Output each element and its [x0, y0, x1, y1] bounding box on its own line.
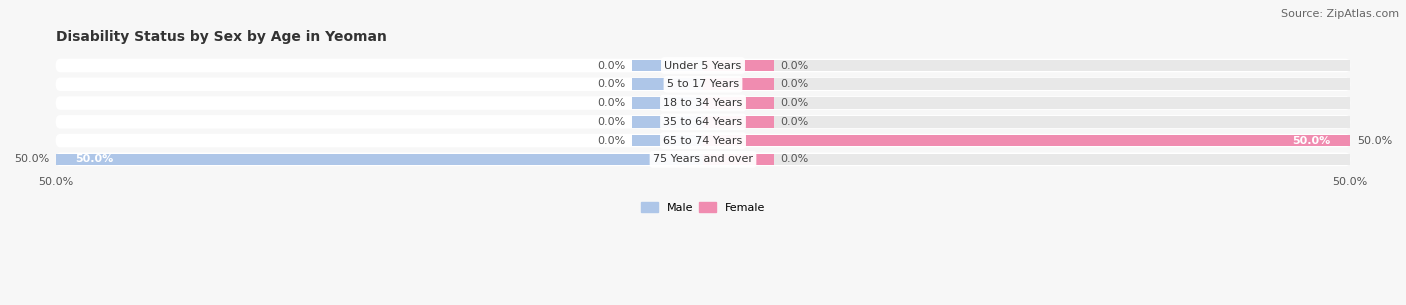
Bar	[703, 116, 1350, 128]
Bar	[631, 78, 703, 90]
Bar	[703, 135, 1350, 146]
FancyBboxPatch shape	[56, 77, 1350, 91]
Text: 0.0%: 0.0%	[598, 60, 626, 70]
Text: 0.0%: 0.0%	[598, 136, 626, 145]
Bar	[703, 78, 1350, 90]
Bar	[703, 153, 775, 165]
FancyBboxPatch shape	[56, 115, 1350, 129]
Bar	[703, 135, 1350, 146]
Bar	[631, 60, 703, 71]
Bar	[631, 135, 703, 146]
Text: 0.0%: 0.0%	[598, 98, 626, 108]
Bar	[703, 78, 775, 90]
Text: 50.0%: 50.0%	[1292, 136, 1331, 145]
Text: 0.0%: 0.0%	[598, 79, 626, 89]
Text: 0.0%: 0.0%	[780, 60, 808, 70]
Text: 0.0%: 0.0%	[598, 117, 626, 127]
Text: 0.0%: 0.0%	[780, 98, 808, 108]
Text: 0.0%: 0.0%	[780, 154, 808, 164]
Text: 65 to 74 Years: 65 to 74 Years	[664, 136, 742, 145]
Text: 75 Years and over: 75 Years and over	[652, 154, 754, 164]
Text: 18 to 34 Years: 18 to 34 Years	[664, 98, 742, 108]
Text: 50.0%: 50.0%	[75, 154, 114, 164]
Text: 35 to 64 Years: 35 to 64 Years	[664, 117, 742, 127]
FancyBboxPatch shape	[56, 96, 1350, 110]
Bar	[703, 97, 775, 109]
Bar	[703, 153, 1350, 165]
Bar	[631, 97, 703, 109]
Text: Disability Status by Sex by Age in Yeoman: Disability Status by Sex by Age in Yeoma…	[56, 30, 387, 44]
Bar	[703, 97, 1350, 109]
FancyBboxPatch shape	[56, 152, 1350, 166]
Bar	[703, 60, 1350, 71]
Text: 0.0%: 0.0%	[780, 117, 808, 127]
Bar	[56, 153, 703, 165]
Text: 50.0%: 50.0%	[14, 154, 49, 164]
Text: Under 5 Years: Under 5 Years	[665, 60, 741, 70]
Text: 5 to 17 Years: 5 to 17 Years	[666, 79, 740, 89]
Text: 50.0%: 50.0%	[1357, 136, 1392, 145]
Text: 0.0%: 0.0%	[780, 79, 808, 89]
Bar	[703, 116, 775, 128]
FancyBboxPatch shape	[56, 59, 1350, 72]
Bar	[703, 60, 775, 71]
FancyBboxPatch shape	[56, 134, 1350, 147]
Bar	[631, 116, 703, 128]
Text: Source: ZipAtlas.com: Source: ZipAtlas.com	[1281, 9, 1399, 19]
Legend: Male, Female: Male, Female	[637, 198, 769, 217]
